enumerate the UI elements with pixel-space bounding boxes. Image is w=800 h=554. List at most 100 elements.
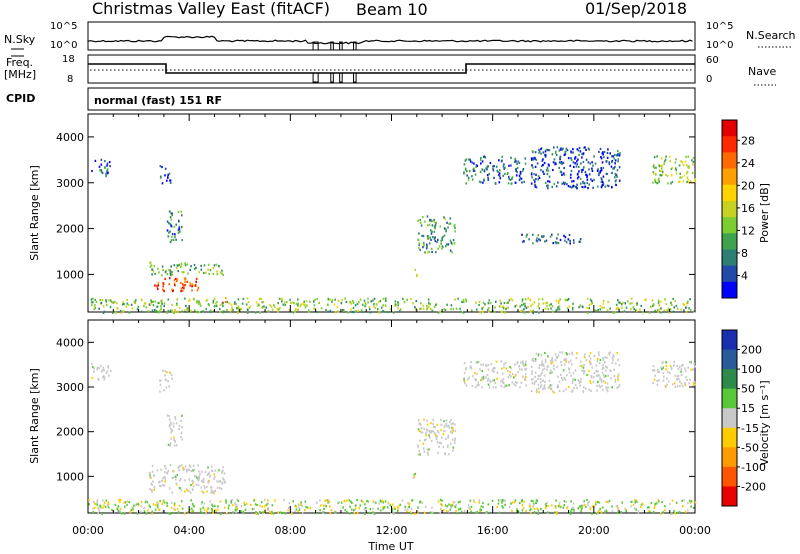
- echo-cell: [103, 376, 106, 379]
- echo-cell: [441, 246, 444, 249]
- echo-cell: [493, 379, 496, 382]
- echo-cell: [500, 302, 502, 305]
- echo-cell: [438, 445, 440, 448]
- echo-cell: [213, 477, 215, 480]
- echo-cell: [583, 500, 585, 503]
- echo-cell: [214, 489, 217, 492]
- echo-cell: [454, 223, 456, 227]
- echo-cell: [200, 264, 202, 267]
- echo-cell: [510, 182, 513, 185]
- echo-cell: [535, 178, 537, 181]
- echo-cell: [257, 303, 260, 306]
- echo-cell: [151, 470, 154, 473]
- echo-cell: [637, 510, 640, 513]
- echo-cell: [207, 466, 209, 469]
- echo-cell: [598, 501, 600, 504]
- echo-cell: [313, 304, 316, 307]
- echo-cell: [450, 241, 453, 244]
- echo-cell: [431, 506, 433, 509]
- echo-cell: [180, 210, 182, 213]
- echo-cell: [560, 171, 563, 174]
- echo-cell: [544, 351, 546, 355]
- echo-cell: [525, 306, 528, 310]
- echo-cell: [532, 166, 534, 169]
- echo-cell: [599, 507, 601, 510]
- echo-cell: [107, 506, 110, 509]
- echo-cell: [149, 265, 152, 268]
- echo-cell: [452, 501, 455, 504]
- echo-cell: [254, 311, 257, 314]
- echo-cell: [657, 370, 659, 373]
- echo-cell: [153, 474, 155, 477]
- echo-cell: [347, 311, 350, 314]
- echo-cell: [561, 376, 563, 379]
- echo-cell: [144, 302, 147, 305]
- echo-cell: [479, 508, 482, 511]
- echo-cell: [669, 160, 671, 163]
- colorbar-segment: [722, 136, 737, 153]
- echo-cell: [661, 501, 663, 504]
- echo-cell: [156, 285, 158, 288]
- echo-cell: [578, 381, 581, 385]
- echo-cell: [216, 301, 218, 304]
- echo-cell: [298, 508, 301, 511]
- freq-gaps: [312, 72, 357, 83]
- echo-cell: [101, 369, 104, 372]
- echo-cell: [196, 476, 198, 479]
- echo-cell: [435, 251, 437, 254]
- echo-cell: [216, 508, 219, 511]
- echo-cell: [217, 505, 219, 508]
- echo-cell: [181, 414, 183, 417]
- echo-cell: [225, 501, 227, 504]
- echo-cell: [481, 307, 483, 310]
- echo-cell: [372, 500, 375, 503]
- echo-cell: [608, 353, 611, 356]
- echo-cell: [101, 299, 104, 302]
- echo-cell: [273, 304, 275, 307]
- echo-cell: [453, 501, 456, 504]
- echo-cell: [107, 504, 109, 507]
- echo-cell: [106, 164, 108, 167]
- echo-cell: [667, 380, 670, 383]
- echo-cell: [665, 173, 667, 176]
- echo-cell: [378, 311, 381, 314]
- echo-cell: [207, 481, 210, 484]
- echo-cell: [625, 510, 627, 513]
- echo-cell: [232, 511, 234, 514]
- echo-cell: [489, 161, 492, 165]
- echo-cell: [496, 169, 499, 172]
- echo-cell: [431, 309, 434, 312]
- echo-cell: [520, 309, 522, 313]
- echo-cell: [155, 309, 158, 313]
- echo-cell: [577, 507, 580, 510]
- echo-cell: [555, 162, 557, 165]
- echo-cell: [565, 147, 568, 150]
- echo-cell: [566, 353, 568, 356]
- echo-cell: [586, 373, 588, 376]
- echo-cell: [542, 151, 545, 154]
- echo-cell: [164, 480, 166, 483]
- echo-cell: [640, 304, 643, 308]
- freq-gap-mark: [312, 72, 319, 83]
- echo-cell: [532, 242, 534, 245]
- echo-cell: [596, 169, 599, 172]
- echo-cell: [541, 159, 544, 162]
- echo-cell: [693, 310, 695, 313]
- echo-cell: [432, 425, 435, 428]
- echo-cell: [447, 444, 449, 447]
- echo-cell: [184, 281, 187, 284]
- echo-cell: [599, 358, 602, 361]
- echo-cell: [591, 169, 594, 172]
- echo-cell: [127, 304, 130, 307]
- echo-cell: [178, 263, 180, 266]
- echo-cell: [558, 166, 560, 169]
- echo-cell: [522, 360, 524, 363]
- echo-cell: [282, 511, 285, 514]
- echo-cell: [546, 184, 548, 187]
- echo-cell: [548, 149, 551, 152]
- echo-cell: [576, 386, 578, 389]
- echo-cell: [493, 370, 495, 373]
- echo-cell: [195, 266, 197, 269]
- echo-cell: [554, 241, 557, 244]
- echo-cell: [661, 164, 663, 167]
